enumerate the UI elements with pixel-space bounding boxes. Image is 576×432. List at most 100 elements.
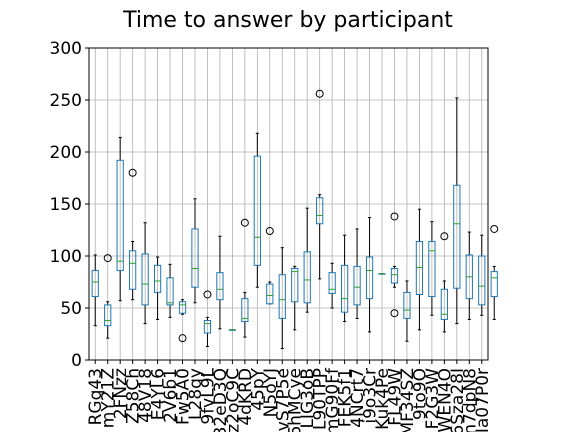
box-Kuk4Pe bbox=[378, 273, 386, 275]
x-tick-label: F2G3W bbox=[423, 368, 443, 430]
outlier-point bbox=[390, 309, 399, 318]
x-tick-label: vS7P5e bbox=[273, 368, 293, 431]
iqr-box bbox=[104, 304, 112, 327]
y-tick-label: 100 bbox=[50, 247, 82, 267]
iqr-box bbox=[203, 319, 212, 334]
x-tick-label: 6hMCye bbox=[286, 368, 306, 432]
iqr-box bbox=[490, 271, 498, 298]
box-9fvL9L bbox=[203, 290, 212, 347]
box-kWEN4O bbox=[440, 232, 449, 333]
iqr-box bbox=[241, 298, 249, 323]
iqr-box bbox=[166, 277, 174, 306]
x-tick-label: Ia07P0r bbox=[473, 368, 493, 432]
box-6Sza28I bbox=[453, 97, 461, 325]
box-Z58Ch bbox=[128, 168, 137, 301]
iqr-box bbox=[403, 291, 411, 319]
x-tick-label: Fw5A0 bbox=[174, 368, 194, 425]
outlier-point bbox=[390, 212, 399, 221]
box-2FNzz bbox=[116, 136, 124, 302]
iqr-box bbox=[440, 288, 448, 320]
iqr-box bbox=[328, 272, 336, 294]
x-tick-label: L28qy bbox=[186, 368, 206, 420]
x-tick-label: 4NCrt7 bbox=[348, 368, 368, 428]
box-4NCrt7 bbox=[353, 228, 361, 319]
x-tick-label: 9to9O bbox=[410, 368, 430, 420]
y-tick-label: 150 bbox=[50, 195, 82, 215]
x-tick-label: FEK5f1 bbox=[336, 368, 356, 427]
box-Ia07P0r bbox=[478, 234, 486, 316]
iqr-box bbox=[216, 272, 224, 301]
iqr-box bbox=[478, 255, 486, 306]
y-axis-ticks: 0 50 100 150 200 250 300 bbox=[50, 39, 89, 371]
iqr-box bbox=[390, 267, 399, 284]
box-MF34SZ bbox=[403, 280, 411, 342]
iqr-box bbox=[178, 301, 187, 314]
outlier-point bbox=[315, 89, 324, 98]
outlier-point bbox=[128, 168, 137, 177]
outlier-point bbox=[265, 227, 274, 236]
box-2V6b1 bbox=[166, 263, 174, 318]
iqr-box bbox=[116, 159, 124, 272]
iqr-box bbox=[316, 197, 324, 225]
iqr-box bbox=[266, 283, 274, 305]
y-tick-label: 0 bbox=[71, 351, 82, 371]
outlier-point bbox=[240, 218, 249, 227]
iqr-box bbox=[91, 270, 99, 298]
box-mY21Z bbox=[103, 254, 112, 339]
x-tick-label: 48V18 bbox=[136, 368, 156, 423]
x-tick-label: 4dKRD bbox=[236, 368, 256, 426]
x-tick-label: RGq43 bbox=[86, 368, 106, 425]
box-RGq43 bbox=[91, 254, 99, 327]
iqr-box bbox=[353, 265, 361, 306]
boxes bbox=[91, 89, 499, 350]
iqr-box bbox=[153, 264, 162, 293]
iqr-box bbox=[291, 267, 299, 303]
x-tick-label: n7dpN8 bbox=[460, 368, 480, 432]
iqr-box bbox=[415, 240, 424, 295]
box-F2G3W bbox=[428, 221, 436, 316]
outlier-point bbox=[440, 232, 449, 241]
y-tick-label: 50 bbox=[60, 299, 82, 319]
box-45pY bbox=[253, 132, 261, 288]
box-9to9O bbox=[415, 208, 424, 331]
x-tick-label: 9fvL9L bbox=[198, 367, 218, 424]
x-tick-label: Z58Ch bbox=[124, 368, 144, 424]
iqr-box bbox=[278, 274, 286, 319]
plot-frame bbox=[88, 47, 489, 361]
iqr-box bbox=[428, 240, 436, 298]
y-tick-label: 200 bbox=[50, 143, 82, 163]
x-tick-label: mY21Z bbox=[99, 368, 119, 428]
x-tick-label: mG90Ff bbox=[323, 367, 343, 432]
box-6hMCye bbox=[291, 265, 299, 331]
box-i9o3Cr bbox=[365, 217, 374, 333]
box-L90TPP bbox=[315, 89, 324, 280]
x-tick-label: Kuk4Pe bbox=[373, 368, 393, 430]
outlier-point bbox=[178, 334, 187, 343]
box-undefined bbox=[490, 224, 499, 320]
x-tick-label: 2FNzz bbox=[111, 368, 131, 419]
x-axis-ticks: RGq43mY21Z2FNzzZ58Ch48V18E4YL62V6b1Fw5A0… bbox=[86, 360, 493, 432]
box-E4YL6 bbox=[153, 256, 162, 320]
x-tick-label: LIG3oB bbox=[298, 368, 318, 429]
iqr-box bbox=[191, 228, 199, 288]
x-tick-label: kWEN4O bbox=[435, 368, 455, 432]
box-FL49W bbox=[390, 212, 399, 318]
x-tick-label: L90TPP bbox=[311, 368, 331, 430]
outlier-point bbox=[203, 290, 212, 299]
box-n7dpN8 bbox=[465, 231, 473, 320]
x-tick-label: FL49W bbox=[385, 368, 405, 426]
box-vS7P5e bbox=[278, 247, 286, 350]
box-48V18 bbox=[141, 222, 149, 325]
box-FEK5f1 bbox=[340, 234, 349, 323]
box-4dKRD bbox=[240, 218, 249, 338]
iqr-box bbox=[303, 251, 311, 304]
iqr-box bbox=[141, 253, 149, 306]
box-N5oYJ bbox=[265, 227, 274, 305]
x-tick-label: z2oC9C bbox=[223, 368, 243, 432]
iqr-box bbox=[129, 250, 137, 290]
box-Fw5A0 bbox=[178, 299, 187, 343]
outlier-point bbox=[103, 254, 112, 263]
box-mG90Ff bbox=[328, 262, 336, 309]
iqr-box bbox=[340, 264, 349, 313]
